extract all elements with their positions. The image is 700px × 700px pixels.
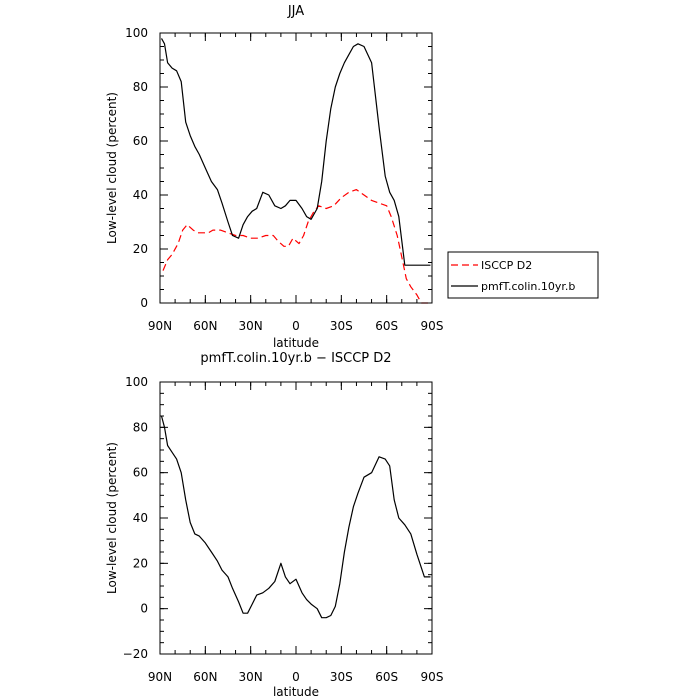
y-tick-label: 40 [133, 511, 148, 525]
legend-box [447, 251, 599, 299]
chart-panel-difference: pmfT.colin.10yr.b − ISCCP D2 −20 0 20 40 60 8… [105, 351, 443, 699]
x-tick-label: 90S [421, 670, 444, 684]
y-tick-label: 40 [133, 188, 148, 202]
y-tick-label: 20 [133, 556, 148, 570]
series-group [160, 38, 431, 304]
y-tick-label: 80 [133, 420, 148, 434]
x-tick-label: 90N [148, 670, 172, 684]
x-axis-label: latitude [273, 685, 319, 699]
plot-frame [159, 381, 433, 655]
y-tick-label: 20 [133, 242, 148, 256]
x-tick-label: 30S [330, 670, 353, 684]
plot-frame [159, 32, 433, 304]
y-tick-label: 60 [133, 134, 148, 148]
x-axis-label: latitude [273, 336, 319, 350]
x-tick-label: 30N [239, 319, 263, 333]
x-tick-label: 60N [193, 670, 217, 684]
legend: ISCCP D2 pmfT.colin.10yr.b [447, 251, 599, 299]
y-tick-label: 100 [125, 375, 148, 389]
x-tick-label: 30N [239, 670, 263, 684]
x-tick-label: 60S [375, 670, 398, 684]
x-tick-label: 0 [292, 319, 300, 333]
x-tick-label: 90S [421, 319, 444, 333]
y-tick-label: 80 [133, 80, 148, 94]
y-tick-label: 100 [125, 26, 148, 40]
axis-ticks [159, 381, 433, 655]
chart-title: JJA [287, 4, 304, 19]
legend-label-isccp: ISCCP D2 [481, 259, 532, 272]
tick-labels: 0 20 40 60 80 100 90N 60N 30N 0 30S 60S 90S [125, 26, 443, 333]
x-tick-label: 60S [375, 319, 398, 333]
y-tick-label: 60 [133, 466, 148, 480]
series-line-isccp-d2 [162, 189, 431, 304]
y-tick-label: −20 [123, 647, 148, 661]
y-tick-label: 0 [140, 296, 148, 310]
tick-labels: −20 0 20 40 60 80 100 90N 60N 30N 0 30S 60S 90S [123, 375, 444, 684]
series-line-pmft-colin-10yr-b [160, 38, 431, 266]
chart-panel-jja: JJA 0 20 40 60 80 100 90N 60N 30N 0 30S 60S 90S lati… [105, 4, 599, 350]
x-tick-label: 0 [292, 670, 300, 684]
x-tick-label: 30S [330, 319, 353, 333]
series-group [160, 415, 431, 619]
legend-label-pmft: pmfT.colin.10yr.b [481, 280, 575, 293]
chart-title: pmfT.colin.10yr.b − ISCCP D2 [200, 351, 391, 366]
axis-ticks [159, 32, 433, 304]
y-tick-label: 0 [140, 602, 148, 616]
x-tick-label: 60N [193, 319, 217, 333]
y-axis-label: Low-level cloud (percent) [105, 442, 119, 594]
x-tick-label: 90N [148, 319, 172, 333]
series-line-difference [160, 415, 431, 619]
y-axis-label: Low-level cloud (percent) [105, 92, 119, 244]
